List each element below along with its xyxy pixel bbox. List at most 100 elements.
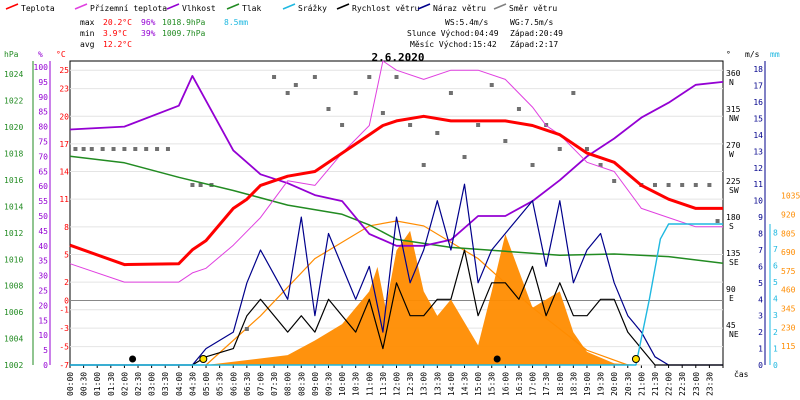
time-tick-label: 20:00	[610, 372, 619, 396]
unit-percent: %	[38, 50, 43, 59]
temp-tick-label: 25	[59, 66, 69, 75]
info-moon: Měsíc Východ:15:42	[410, 40, 497, 49]
time-tick-label: 15:30	[488, 372, 497, 396]
direction-tick-label: 135	[726, 249, 741, 258]
unit-degree: °	[726, 50, 731, 59]
time-tick-label: 13:30	[433, 372, 442, 396]
rain-tick-label: 7	[773, 245, 778, 254]
stats-avg-temp: 12.2°C	[103, 40, 132, 49]
legend-label-smer: Směr větru	[509, 4, 557, 13]
legend-label-srazky: Srážky	[298, 4, 327, 13]
direction-tick-label: 90	[726, 285, 736, 294]
wind-tick-label: 4	[758, 295, 763, 304]
time-tick-label: 07:00	[256, 372, 265, 396]
temp-tick-label: 14	[59, 168, 69, 177]
pressure-tick-label: 1004	[4, 335, 23, 344]
stats-max-label: max	[80, 18, 95, 27]
unit-celsius: °C	[56, 50, 66, 59]
pressure-tick-label: 1002	[4, 361, 23, 370]
stats-min-temp: 3.9°C	[103, 29, 127, 38]
humidity-tick-label: 100	[34, 63, 49, 72]
time-tick-label: 05:00	[202, 372, 211, 396]
direction-mark	[612, 179, 617, 183]
direction-mark	[244, 327, 249, 331]
time-tick-label: 13:00	[420, 372, 429, 396]
rain-tick-label: 4	[773, 295, 778, 304]
direction-tick-label: NW	[729, 114, 739, 123]
time-tick-label: 19:30	[597, 372, 606, 396]
pressure-line	[69, 155, 724, 264]
direction-mark	[326, 107, 331, 111]
time-tick-label: 08:30	[297, 372, 306, 396]
time-tick-label: 23:30	[705, 372, 714, 396]
wind-tick-label: 8	[758, 230, 763, 239]
pressure-tick-label: 1022	[4, 97, 23, 106]
humidity-tick-label: 15	[38, 316, 48, 325]
time-tick-label: 04:30	[188, 372, 197, 396]
humidity-tick-label: 45	[38, 227, 48, 236]
solar-radiation-area	[206, 230, 642, 365]
direction-tick-label: 360	[726, 69, 741, 78]
info-wg: WG:7.5m/s	[510, 18, 554, 27]
wind-tick-label: 12	[753, 164, 763, 173]
time-tick-label: 01:30	[107, 372, 116, 396]
plot-area: -7-5-3-102581114172023251002100410061008…	[4, 60, 800, 396]
direction-mark	[707, 183, 712, 187]
direction-mark	[272, 75, 277, 79]
time-tick-label: 07:30	[270, 372, 279, 396]
humidity-tick-label: 30	[38, 272, 48, 281]
time-tick-label: 11:30	[379, 372, 388, 396]
time-tick-label: 05:30	[216, 372, 225, 396]
solar-tick-label: 690	[781, 248, 796, 257]
humidity-line	[69, 75, 724, 247]
direction-mark	[394, 75, 399, 79]
info-ws: WS:5.4m/s	[445, 18, 489, 27]
pressure-tick-label: 1016	[4, 176, 23, 185]
time-tick-label: 18:30	[569, 372, 578, 396]
time-tick-label: 01:00	[93, 372, 102, 396]
direction-mark	[81, 147, 86, 151]
time-tick-label: 11:00	[365, 372, 374, 396]
legend-swatch-vlhkost	[166, 3, 180, 10]
time-tick-label: 16:30	[515, 372, 524, 396]
wind-tick-label: 17	[753, 82, 763, 91]
direction-tick-label: 45	[726, 321, 736, 330]
time-tick-label: 02:30	[134, 372, 143, 396]
direction-tick-label: 315	[726, 105, 741, 114]
direction-mark	[100, 147, 105, 151]
direction-mark	[584, 147, 589, 151]
time-tick-label: 12:30	[406, 372, 415, 396]
info-panel: WS:5.4m/s WG:7.5m/s Slunce Východ:04:49 …	[407, 18, 563, 49]
direction-mark	[680, 183, 685, 187]
direction-tick-label: N	[729, 78, 734, 87]
time-tick-label: 00:30	[80, 372, 89, 396]
direction-mark	[367, 75, 372, 79]
humidity-tick-label: 25	[38, 286, 48, 295]
pressure-tick-label: 1006	[4, 308, 23, 317]
temp-tick-label: -5	[59, 343, 69, 352]
wind-tick-label: 13	[753, 147, 763, 156]
solar-tick-label: 1035	[781, 192, 800, 201]
pressure-tick-label: 1014	[4, 202, 23, 211]
time-tick-label: 19:00	[583, 372, 592, 396]
humidity-tick-label: 35	[38, 257, 48, 266]
time-tick-label: 09:00	[311, 372, 320, 396]
legend-label-naraz: Náraz větru	[433, 4, 486, 13]
time-tick-label: 15:00	[474, 372, 483, 396]
direction-mark	[111, 147, 116, 151]
direction-mark	[312, 75, 317, 79]
temp-tick-label: 5	[64, 250, 69, 259]
solar-tick-label: 345	[781, 305, 796, 314]
time-tick-label: 06:30	[243, 372, 252, 396]
time-tick-label: 17:00	[529, 372, 538, 396]
stats-panel: max 20.2°C 96% 1018.9hPa 8.5mm min 3.9°C…	[80, 18, 248, 49]
wind-tick-label: 0	[758, 361, 763, 370]
rain-tick-label: 8	[773, 228, 778, 237]
legend-label-tlak: Tlak	[242, 4, 261, 13]
moon-marker	[129, 355, 137, 363]
rain-tick-label: 5	[773, 278, 778, 287]
direction-mark	[133, 147, 138, 151]
temp-tick-label: 11	[59, 195, 69, 204]
pressure-tick-label: 1010	[4, 255, 23, 264]
